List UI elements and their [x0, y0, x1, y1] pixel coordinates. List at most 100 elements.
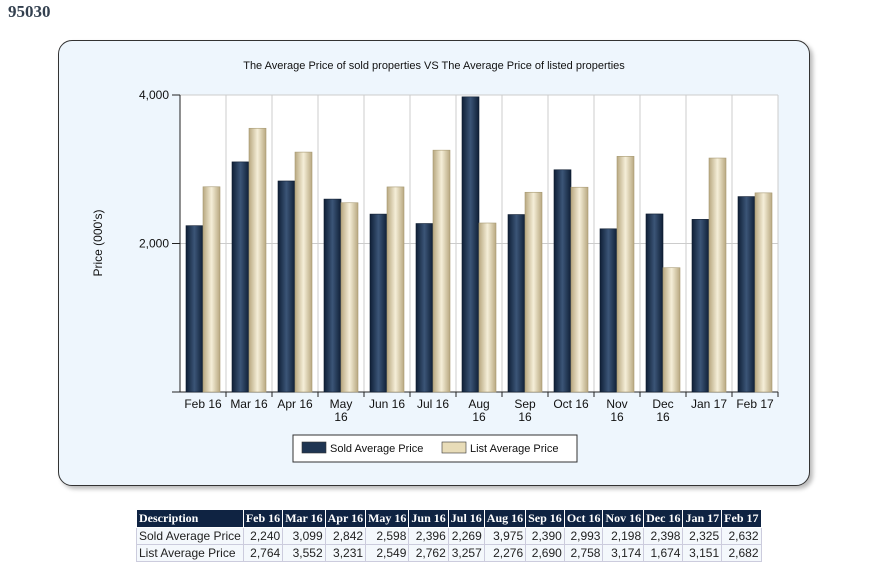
column-header: Mar 16: [282, 509, 326, 528]
bar-list: [662, 267, 681, 393]
column-header: Feb 17: [721, 509, 762, 528]
table-cell: 2,390: [525, 527, 565, 545]
x-tick-label: Nov: [606, 397, 627, 411]
x-tick-label: Mar 16: [230, 397, 268, 411]
x-tick-label: 16: [334, 410, 348, 424]
bar-sold: [415, 223, 434, 393]
bar-chart: The Average Price of sold properties VS …: [91, 60, 779, 463]
bar-sold: [507, 214, 526, 393]
table-cell: 2,598: [365, 527, 410, 545]
table-header-row: Description Feb 16 Mar 16 Apr 16 May 16 Jun 1…: [136, 509, 762, 528]
table-cell: 2,758: [563, 544, 604, 562]
x-tick-label: 16: [472, 410, 486, 424]
table-cell: 2,240: [242, 527, 284, 545]
table-cell: 3,099: [282, 527, 326, 545]
column-header: Description: [136, 509, 244, 528]
table-cell: 2,549: [365, 544, 410, 562]
x-tick-label: Feb 17: [736, 397, 774, 411]
column-header: Aug 16: [483, 509, 527, 528]
y-axis-label: Price (000's): [91, 210, 105, 277]
chart-title: The Average Price of sold properties VS …: [243, 60, 625, 72]
column-header: Sep 16: [525, 509, 565, 528]
bar-sold: [277, 180, 296, 393]
bar-sold: [369, 213, 388, 393]
table-cell: 2,269: [447, 527, 485, 545]
table-cell: 2,398: [643, 527, 684, 545]
legend: [292, 434, 578, 463]
table-cell: 2,993: [563, 527, 604, 545]
x-tick-label: Apr 16: [277, 397, 313, 411]
table-cell: 3,975: [483, 527, 527, 545]
bar-list: [248, 127, 267, 393]
x-tick-label: 16: [518, 410, 532, 424]
table-cell: 2,396: [408, 527, 449, 545]
table-cell: 2,682: [721, 544, 762, 562]
bar-list: [386, 186, 405, 393]
row-label: List Average Price: [136, 544, 244, 562]
bar-list: [294, 151, 313, 393]
column-header: Jul 16: [447, 509, 485, 528]
bar-sold: [553, 169, 572, 393]
bar-list: [616, 156, 635, 393]
bar-sold: [645, 213, 664, 393]
bar-sold: [185, 225, 204, 393]
table-cell: 2,632: [721, 527, 762, 545]
table-cell: 2,842: [324, 527, 367, 545]
legend-label: Sold Average Price: [330, 443, 423, 455]
table-cell: 3,151: [682, 544, 723, 562]
data-table: Description Feb 16 Mar 16 Apr 16 May 16 Jun 1…: [136, 509, 762, 562]
bar-list: [754, 192, 773, 393]
row-label: Sold Average Price: [136, 527, 244, 545]
column-header: May 16: [365, 509, 410, 528]
column-header: Apr 16: [324, 509, 367, 528]
table-cell: 2,276: [483, 544, 527, 562]
bar-sold: [231, 161, 250, 393]
table-cell: 3,257: [447, 544, 485, 562]
zip-code-heading: 95030: [8, 2, 51, 21]
table-cell: 2,764: [242, 544, 284, 562]
column-header: Jun 16: [408, 509, 449, 528]
x-tick-label: Sep: [514, 397, 536, 411]
bar-sold: [599, 228, 618, 393]
x-tick-label: Jun 16: [369, 397, 405, 411]
table-cell: 1,674: [643, 544, 684, 562]
bar-list: [708, 157, 727, 393]
table-cell: 3,552: [282, 544, 326, 562]
bar-list: [570, 186, 589, 393]
legend-swatch: [441, 441, 467, 454]
column-header: Nov 16: [602, 509, 645, 528]
legend-label: List Average Price: [470, 443, 558, 455]
bar-list: [524, 191, 543, 393]
y-tick-label: 4,000: [139, 88, 169, 102]
table-cell: 3,231: [324, 544, 367, 562]
x-tick-label: 16: [656, 410, 670, 424]
bar-sold: [461, 96, 480, 393]
bar-list: [202, 186, 221, 393]
column-header: Feb 16: [242, 509, 284, 528]
bar-sold: [323, 198, 342, 393]
bar-list: [340, 202, 359, 393]
table-row: List Average Price 2,764 3,552 3,231 2,549 2,…: [136, 544, 762, 562]
legend-swatch: [301, 441, 327, 454]
column-header: Jan 17: [682, 509, 723, 528]
x-tick-label: May: [330, 397, 353, 411]
x-tick-label: Oct 16: [553, 397, 589, 411]
y-tick-label: 2,000: [139, 237, 169, 251]
bar-sold: [691, 219, 710, 393]
x-tick-label: Jan 17: [691, 397, 727, 411]
table-row: Sold Average Price 2,240 3,099 2,842 2,598 2,…: [136, 527, 762, 545]
bar-sold: [737, 196, 756, 393]
bar-list: [478, 222, 497, 393]
table-cell: 2,325: [682, 527, 723, 545]
table-cell: 2,198: [602, 527, 645, 545]
x-tick-label: Feb 16: [184, 397, 222, 411]
column-header: Dec 16: [643, 509, 684, 528]
x-tick-label: Jul 16: [417, 397, 449, 411]
column-header: Oct 16: [563, 509, 604, 528]
x-tick-label: 16: [610, 410, 624, 424]
table-cell: 2,762: [408, 544, 449, 562]
bar-list: [432, 149, 451, 393]
table-cell: 2,690: [525, 544, 565, 562]
x-tick-label: Aug: [468, 397, 489, 411]
x-tick-label: Dec: [652, 397, 673, 411]
